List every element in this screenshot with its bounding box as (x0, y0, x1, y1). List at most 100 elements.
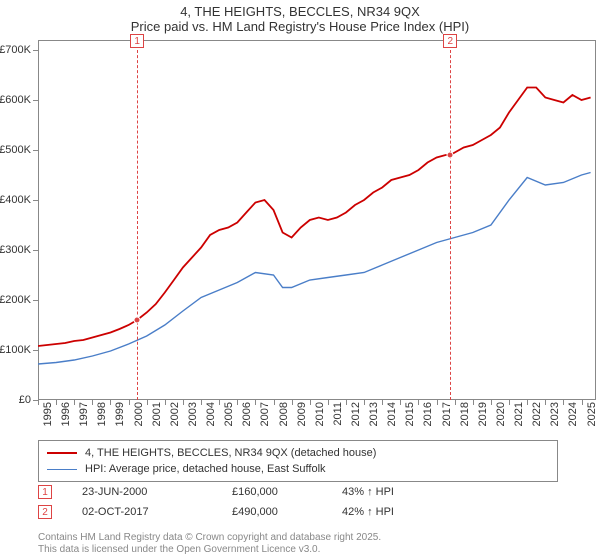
x-tick-label: 2015 (404, 402, 416, 426)
x-tick (92, 400, 93, 405)
x-tick (110, 400, 111, 405)
x-tick-label: 2016 (422, 402, 434, 426)
x-tick (418, 400, 419, 405)
x-tick-label: 2012 (350, 402, 362, 426)
x-tick-label: 2005 (223, 402, 235, 426)
footer-attribution: Contains HM Land Registry data © Crown c… (38, 532, 381, 556)
event-line-1 (137, 40, 138, 400)
x-tick-label: 1998 (96, 402, 108, 426)
y-tick-label: £400K (0, 194, 31, 206)
x-tick-label: 2009 (296, 402, 308, 426)
event-date-1: 23-JUN-2000 (82, 486, 232, 498)
legend-box: 4, THE HEIGHTS, BECCLES, NR34 9QX (detac… (38, 440, 558, 482)
x-tick-label: 2007 (259, 402, 271, 426)
chart-lines-svg (38, 40, 596, 400)
x-tick-label: 1996 (60, 402, 72, 426)
event-dot-2 (447, 152, 454, 159)
y-tick (33, 300, 38, 301)
series-price_paid (38, 88, 591, 347)
x-tick-label: 1997 (78, 402, 90, 426)
legend-label-price-paid: 4, THE HEIGHTS, BECCLES, NR34 9QX (detac… (85, 447, 376, 459)
x-tick (563, 400, 564, 405)
legend-label-hpi: HPI: Average price, detached house, East… (85, 463, 326, 475)
event-line-2 (450, 40, 451, 400)
y-tick-label: £200K (0, 294, 31, 306)
x-tick-label: 2002 (169, 402, 181, 426)
x-tick-label: 2017 (441, 402, 453, 426)
chart-title-line1: 4, THE HEIGHTS, BECCLES, NR34 9QX (0, 4, 600, 19)
x-tick-label: 2014 (386, 402, 398, 426)
event-price-1: £160,000 (232, 486, 342, 498)
x-tick (400, 400, 401, 405)
x-tick (129, 400, 130, 405)
y-tick-label: £0 (19, 394, 31, 406)
x-tick (165, 400, 166, 405)
x-tick-label: 2021 (513, 402, 525, 426)
x-tick (255, 400, 256, 405)
x-tick (382, 400, 383, 405)
y-tick (33, 150, 38, 151)
event-date-2: 02-OCT-2017 (82, 506, 232, 518)
x-tick (183, 400, 184, 405)
x-tick-label: 2004 (205, 402, 217, 426)
x-tick (74, 400, 75, 405)
chart-title-block: 4, THE HEIGHTS, BECCLES, NR34 9QX Price … (0, 0, 600, 36)
x-tick-label: 2025 (586, 402, 598, 426)
x-tick-label: 2022 (531, 402, 543, 426)
x-tick-label: 2023 (549, 402, 561, 426)
x-tick (437, 400, 438, 405)
y-tick (33, 50, 38, 51)
x-tick (237, 400, 238, 405)
y-tick (33, 250, 38, 251)
x-tick-label: 2008 (278, 402, 290, 426)
x-tick-label: 2020 (495, 402, 507, 426)
x-tick-label: 2010 (314, 402, 326, 426)
x-tick-label: 2006 (241, 402, 253, 426)
x-tick (38, 400, 39, 405)
event-delta-2: 42% ↑ HPI (342, 506, 462, 518)
legend-row-price-paid: 4, THE HEIGHTS, BECCLES, NR34 9QX (detac… (47, 445, 549, 461)
x-tick-label: 2019 (477, 402, 489, 426)
x-tick (473, 400, 474, 405)
x-tick (201, 400, 202, 405)
y-tick-label: £500K (0, 144, 31, 156)
y-tick-label: £700K (0, 44, 31, 56)
footer-line1: Contains HM Land Registry data © Crown c… (38, 532, 381, 544)
x-tick-label: 2018 (459, 402, 471, 426)
event-delta-1: 43% ↑ HPI (342, 486, 462, 498)
x-tick (274, 400, 275, 405)
event-row-2: 2 02-OCT-2017 £490,000 42% ↑ HPI (38, 502, 462, 522)
x-tick-label: 1995 (42, 402, 54, 426)
chart-container: £0£100K£200K£300K£400K£500K£600K£700K199… (38, 40, 596, 400)
y-tick (33, 200, 38, 201)
series-hpi (38, 173, 591, 365)
event-marker-2: 2 (38, 505, 52, 519)
x-tick-label: 2011 (332, 402, 344, 426)
x-tick-label: 2013 (368, 402, 380, 426)
legend-row-hpi: HPI: Average price, detached house, East… (47, 461, 549, 477)
footer-line2: This data is licensed under the Open Gov… (38, 544, 381, 556)
x-tick-label: 2000 (133, 402, 145, 426)
x-tick (364, 400, 365, 405)
x-tick-label: 2001 (151, 402, 163, 426)
x-tick-label: 1999 (114, 402, 126, 426)
x-tick-label: 2003 (187, 402, 199, 426)
legend-swatch-price-paid (47, 452, 77, 454)
event-box-2: 2 (443, 34, 457, 48)
x-tick (147, 400, 148, 405)
x-tick (455, 400, 456, 405)
y-tick-label: £100K (0, 344, 31, 356)
x-tick (491, 400, 492, 405)
x-tick (310, 400, 311, 405)
event-box-1: 1 (130, 34, 144, 48)
y-tick-label: £600K (0, 94, 31, 106)
x-tick (545, 400, 546, 405)
x-tick (527, 400, 528, 405)
event-row-1: 1 23-JUN-2000 £160,000 43% ↑ HPI (38, 482, 462, 502)
chart-title-line2: Price paid vs. HM Land Registry's House … (0, 19, 600, 34)
event-marker-1: 1 (38, 485, 52, 499)
x-tick (292, 400, 293, 405)
x-tick (219, 400, 220, 405)
x-tick (328, 400, 329, 405)
x-tick-label: 2024 (567, 402, 579, 426)
